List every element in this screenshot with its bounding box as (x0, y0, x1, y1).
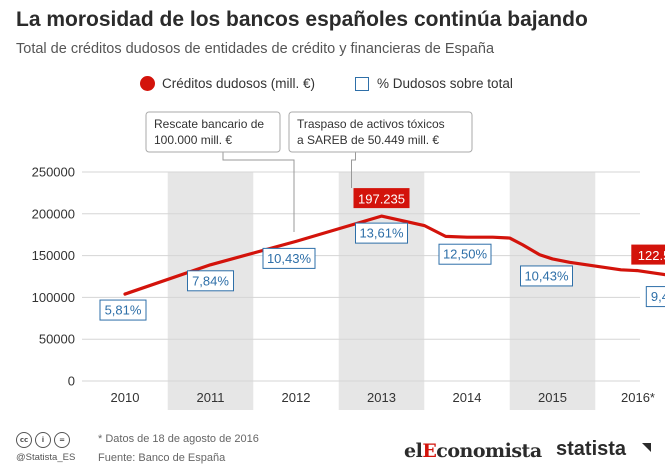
chart-subtitle: Total de créditos dudosos de entidades d… (16, 41, 495, 57)
percent-label: 10,43% (267, 251, 312, 266)
annotation-text: a SAREB de 50.449 mill. € (297, 133, 439, 147)
percent-label: 13,61% (359, 226, 404, 241)
annotation-text: Rescate bancario de (154, 117, 264, 131)
y-tick-label: 100000 (32, 290, 75, 305)
x-tick-label: 2013 (367, 390, 396, 405)
annotation-leader (222, 152, 295, 232)
y-tick-label: 50000 (39, 332, 75, 347)
value-label-box (353, 188, 410, 209)
annotation-box (145, 111, 281, 153)
chart-title: La morosidad de los bancos españoles con… (16, 8, 588, 31)
series-line-creditos (123, 214, 665, 296)
percent-label: 12,50% (443, 247, 488, 262)
footer-source: Fuente: Banco de España (98, 452, 226, 464)
logo-part-e: E (422, 440, 437, 462)
percent-label-box (262, 247, 316, 269)
annotation-leader (351, 152, 356, 188)
y-tick-label: 200000 (32, 206, 75, 221)
y-tick-label: 250000 (32, 165, 75, 180)
x-tick-label: 2012 (282, 390, 311, 405)
statista-logo: statista (556, 438, 627, 460)
percent-label: 5,81% (105, 303, 142, 318)
x-tick-label: 2015 (538, 390, 567, 405)
legend-item-porcentaje: % Dudosos sobre total (355, 76, 513, 91)
x-tick-label: 2016* (621, 390, 655, 405)
annotation-text: 100.000 mill. € (154, 133, 232, 147)
chart-band (338, 172, 425, 410)
percent-label-box (438, 243, 492, 265)
value-label-box (631, 244, 665, 265)
x-tick-label: 2011 (197, 390, 225, 405)
percent-label-box (645, 286, 665, 308)
legend-label-creditos: Créditos dudosos (mill. €) (162, 76, 316, 91)
annotation-text: Traspaso de activos tóxicos (297, 117, 445, 131)
percent-label-box (520, 265, 573, 287)
value-label: 122.508 (638, 248, 665, 263)
annotation-box (288, 111, 473, 153)
legend-label-porcentaje: % Dudosos sobre total (377, 76, 513, 91)
logo-part-el: el (404, 440, 423, 462)
y-tick-label: 0 (68, 374, 75, 389)
percent-label-box (355, 222, 408, 244)
percent-label-box (99, 299, 147, 321)
value-label: 197.235 (358, 192, 405, 207)
chart-band (509, 172, 596, 410)
blue-square-icon (355, 76, 369, 91)
x-tick-label: 2010 (111, 390, 140, 405)
no-derivatives-icon: = (54, 432, 70, 448)
eleconomista-logo: elEconomista (404, 440, 542, 462)
creative-commons-icon: cc (16, 432, 32, 448)
license-icons: cc i = (16, 432, 73, 448)
percent-label: 7,84% (192, 273, 229, 288)
legend-item-creditos: Créditos dudosos (mill. €) (140, 76, 315, 91)
percent-label: 10,43% (524, 268, 569, 283)
red-dot-icon (140, 76, 155, 91)
footer-note: * Datos de 18 de agosto de 2016 (98, 433, 259, 445)
percent-label: 9,44% (651, 289, 665, 304)
logo-part-conomista: conomista (436, 440, 542, 462)
percent-label-box (187, 270, 234, 292)
attribution-icon: i (35, 432, 51, 448)
x-tick-label: 2014 (453, 390, 482, 405)
statista-flag-icon (642, 443, 651, 452)
y-tick-label: 150000 (32, 248, 75, 263)
statista-handle: @Statista_ES (16, 452, 76, 463)
